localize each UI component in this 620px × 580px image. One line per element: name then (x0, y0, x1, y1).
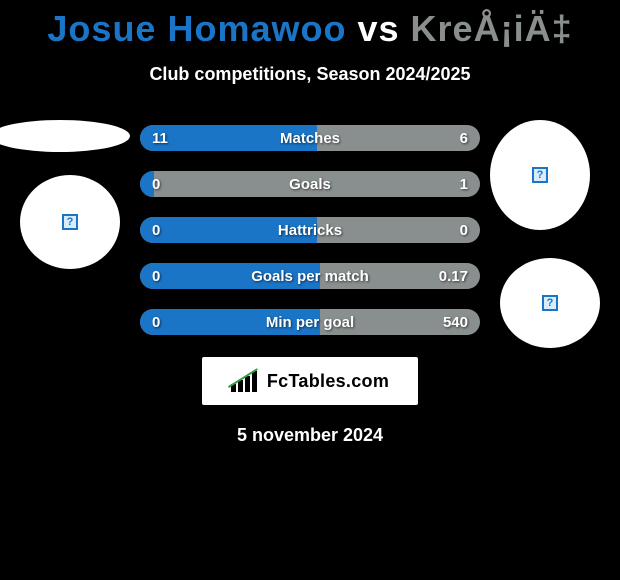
stat-value-player2: 540 (420, 314, 480, 331)
vs-text: vs (357, 8, 399, 49)
stat-row-min-per-goal: 0Min per goal540 (140, 309, 480, 335)
stat-label: Hattricks (200, 222, 420, 239)
stat-label: Goals per match (200, 268, 420, 285)
stat-row-matches: 11Matches6 (140, 125, 480, 151)
fctables-logo[interactable]: FcTables.com (202, 357, 418, 405)
stat-value-player1: 0 (140, 314, 200, 331)
stat-value-player1: 0 (140, 222, 200, 239)
shield-icon (62, 214, 78, 230)
stat-row-goals-per-match: 0Goals per match0.17 (140, 263, 480, 289)
shield-icon (532, 167, 548, 183)
stat-row-goals: 0Goals1 (140, 171, 480, 197)
player2-club-badge (490, 120, 590, 230)
stat-value-player2: 0 (420, 222, 480, 239)
player2-name: KreÅ¡iÄ‡ (411, 8, 573, 49)
player1-name: Josue Homawoo (47, 8, 346, 49)
shield-icon (542, 295, 558, 311)
stat-value-player1: 0 (140, 176, 200, 193)
player2-national-badge (500, 258, 600, 348)
stat-value-player1: 11 (140, 130, 200, 147)
stat-value-player2: 0.17 (420, 268, 480, 285)
logo-chart-icon (231, 370, 261, 392)
competition-subtitle: Club competitions, Season 2024/2025 (0, 64, 620, 85)
comparison-title: Josue Homawoo vs KreÅ¡iÄ‡ (0, 0, 620, 50)
snapshot-date: 5 november 2024 (0, 425, 620, 446)
stat-label: Min per goal (200, 314, 420, 331)
stats-container: 11Matches60Goals10Hattricks00Goals per m… (140, 125, 480, 335)
decorative-ellipse (0, 120, 130, 152)
logo-text: FcTables.com (267, 371, 389, 392)
stat-label: Matches (200, 130, 420, 147)
stat-value-player2: 6 (420, 130, 480, 147)
stat-value-player2: 1 (420, 176, 480, 193)
player1-club-badge (20, 175, 120, 269)
stat-value-player1: 0 (140, 268, 200, 285)
stat-row-hattricks: 0Hattricks0 (140, 217, 480, 243)
stat-label: Goals (200, 176, 420, 193)
